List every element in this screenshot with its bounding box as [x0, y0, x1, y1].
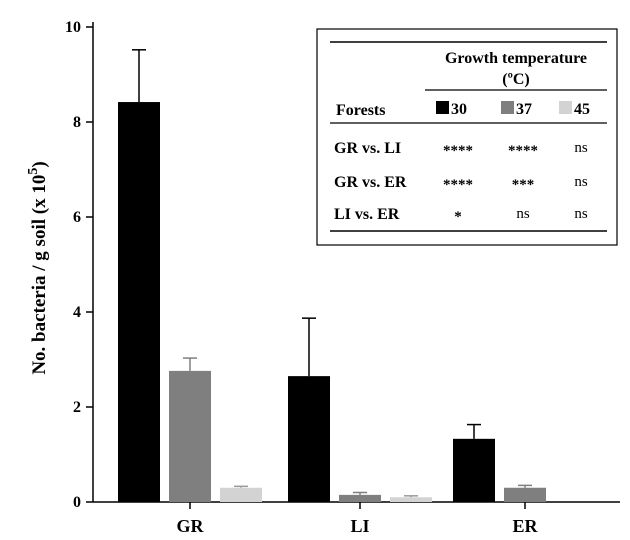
- bar: [288, 376, 330, 502]
- y-tick-label: 8: [73, 114, 81, 131]
- x-category-label: LI: [350, 516, 369, 536]
- y-axis-label-end: ): [29, 161, 50, 167]
- bar: [118, 102, 160, 503]
- significance-mark: ****: [508, 143, 538, 159]
- legend-title-line1: Growth temperature: [445, 50, 587, 67]
- legend-table: Growth temperature (ºC) Forests 30 37 45 GR vs…: [316, 28, 618, 246]
- y-tick-label: 2: [73, 399, 81, 416]
- bar: [169, 370, 211, 502]
- legend-row-header: Forests: [336, 102, 385, 119]
- legend-border: [316, 28, 618, 246]
- comparison-label: GR vs. LI: [334, 140, 401, 157]
- y-tick-label: 0: [73, 494, 81, 511]
- significance-mark: ns: [574, 206, 588, 222]
- legend-series-label: 30: [451, 101, 467, 118]
- significance-mark: ****: [443, 143, 473, 159]
- significance-mark: ns: [574, 140, 588, 156]
- significance-mark: *: [454, 209, 462, 225]
- legend-swatch: [501, 101, 514, 114]
- comparison-label: LI vs. ER: [334, 206, 400, 223]
- bar: [453, 438, 495, 502]
- x-category-label: GR: [177, 516, 205, 536]
- significance-mark: ***: [512, 177, 535, 193]
- x-category-label: ER: [512, 516, 538, 536]
- bar: [339, 494, 381, 502]
- y-tick-label: 6: [73, 209, 81, 226]
- legend-swatch: [559, 101, 572, 114]
- bar: [390, 497, 432, 502]
- bars: [118, 49, 546, 503]
- y-tick-label: 10: [65, 19, 81, 36]
- significance-mark: ****: [443, 177, 473, 193]
- bar: [220, 487, 262, 502]
- legend-title-line2: (ºC): [502, 71, 530, 88]
- bar: [504, 487, 546, 502]
- significance-mark: ns: [574, 174, 588, 190]
- y-axis-label-main: No. bacteria / g soil (x 10: [29, 175, 50, 375]
- y-tick-label: 4: [73, 304, 81, 321]
- legend-swatch: [436, 101, 449, 114]
- y-axis-label: No. bacteria / g soil (x 105): [26, 161, 50, 374]
- legend-series-label: 37: [516, 101, 532, 118]
- significance-mark: ns: [516, 206, 530, 222]
- comparison-label: GR vs. ER: [334, 174, 407, 191]
- y-axis-label-exponent: 5: [26, 168, 41, 175]
- legend-series-label: 45: [574, 101, 590, 118]
